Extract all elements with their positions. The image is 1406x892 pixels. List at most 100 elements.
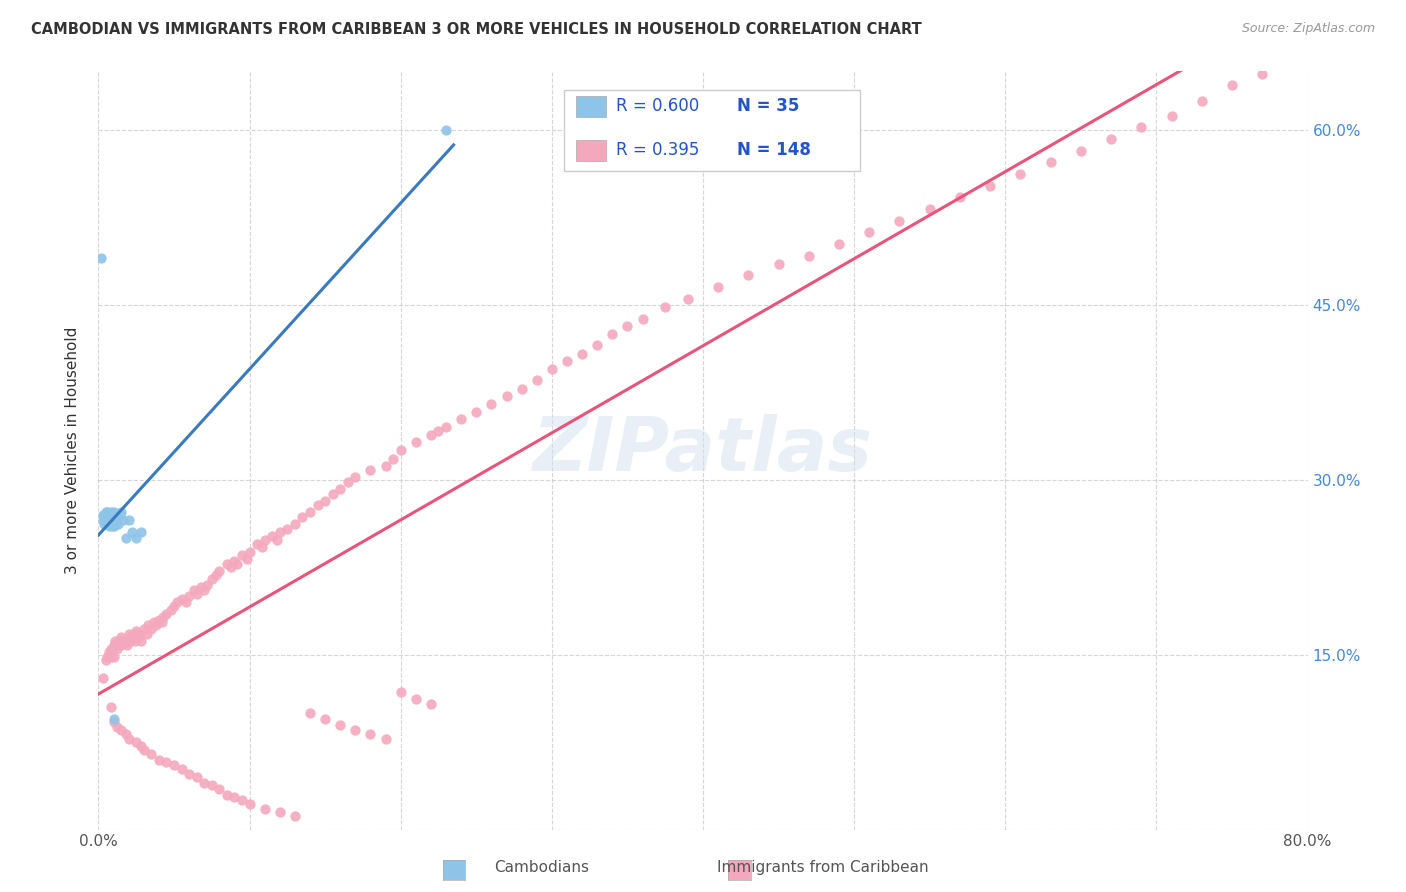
Point: [90, 251, 112, 265]
Point: [103, 519, 125, 533]
Point: [269, 525, 291, 540]
Point: [186, 770, 208, 784]
Point: [262, 528, 284, 542]
Point: [114, 633, 136, 648]
Point: [1251, 67, 1274, 81]
Point: [155, 755, 177, 769]
Point: [118, 513, 141, 527]
Point: [100, 510, 122, 524]
Point: [526, 374, 548, 388]
Point: [110, 723, 132, 738]
Point: [427, 424, 450, 438]
Point: [94, 510, 117, 524]
Point: [129, 633, 152, 648]
Point: [226, 557, 249, 571]
Point: [322, 486, 344, 500]
Point: [103, 505, 125, 519]
Point: [114, 727, 136, 741]
Text: Immigrants from Caribbean: Immigrants from Caribbean: [717, 860, 928, 874]
Point: [179, 766, 201, 780]
Point: [586, 338, 609, 352]
Point: [100, 505, 122, 519]
Point: [155, 607, 177, 621]
Point: [1010, 167, 1032, 181]
Point: [98, 519, 121, 533]
Point: [1130, 120, 1153, 135]
Point: [1070, 144, 1092, 158]
Point: [108, 508, 131, 522]
Point: [344, 723, 367, 738]
Point: [195, 577, 218, 591]
Point: [602, 326, 624, 341]
Point: [174, 595, 197, 609]
Point: [118, 626, 141, 640]
Point: [105, 510, 128, 524]
Point: [737, 268, 759, 283]
Point: [121, 630, 143, 644]
Point: [91, 513, 114, 527]
Point: [382, 451, 405, 466]
Point: [128, 626, 150, 640]
Point: [148, 613, 170, 627]
Point: [193, 776, 215, 790]
Text: ZIPatlas: ZIPatlas: [533, 414, 873, 487]
Point: [125, 735, 148, 749]
Point: [307, 498, 329, 512]
Point: [103, 715, 125, 730]
Point: [148, 753, 170, 767]
Point: [299, 706, 322, 720]
Point: [101, 510, 124, 524]
Point: [329, 482, 352, 496]
Point: [314, 712, 336, 726]
Point: [889, 213, 911, 227]
Point: [253, 533, 276, 548]
Point: [94, 505, 117, 519]
Point: [141, 622, 163, 636]
Point: [96, 505, 118, 519]
Point: [115, 638, 138, 652]
Point: [94, 653, 117, 667]
Point: [360, 463, 382, 477]
Point: [434, 122, 457, 136]
Point: [707, 280, 730, 294]
Point: [122, 626, 145, 640]
Point: [103, 649, 125, 664]
Point: [118, 731, 141, 746]
Point: [125, 531, 148, 545]
Point: [93, 516, 115, 531]
Point: [374, 731, 396, 746]
Point: [1160, 109, 1182, 123]
Point: [405, 692, 427, 706]
Point: [510, 382, 533, 396]
Point: [100, 700, 122, 714]
Text: CAMBODIAN VS IMMIGRANTS FROM CARIBBEAN 3 OR MORE VEHICLES IN HOUSEHOLD CORRELATI: CAMBODIAN VS IMMIGRANTS FROM CARIBBEAN 3…: [31, 22, 922, 37]
Point: [96, 649, 118, 664]
Point: [129, 739, 152, 753]
Point: [101, 519, 124, 533]
Point: [235, 552, 257, 566]
Point: [208, 564, 231, 578]
Point: [1220, 78, 1243, 93]
Point: [190, 580, 212, 594]
Point: [221, 560, 243, 574]
Point: [105, 720, 128, 734]
Point: [571, 346, 593, 360]
Point: [104, 508, 127, 522]
Point: [125, 624, 148, 639]
Point: [329, 717, 352, 731]
Point: [420, 428, 443, 442]
Point: [110, 638, 132, 652]
Point: [103, 510, 125, 524]
Point: [124, 633, 146, 648]
Point: [201, 572, 224, 586]
Point: [100, 516, 122, 531]
Point: [284, 516, 307, 531]
Point: [336, 475, 359, 489]
Point: [250, 541, 273, 555]
Point: [114, 531, 136, 545]
Point: [132, 743, 155, 757]
Point: [129, 525, 152, 540]
Point: [314, 493, 336, 508]
Point: [201, 778, 224, 792]
Point: [299, 505, 322, 519]
